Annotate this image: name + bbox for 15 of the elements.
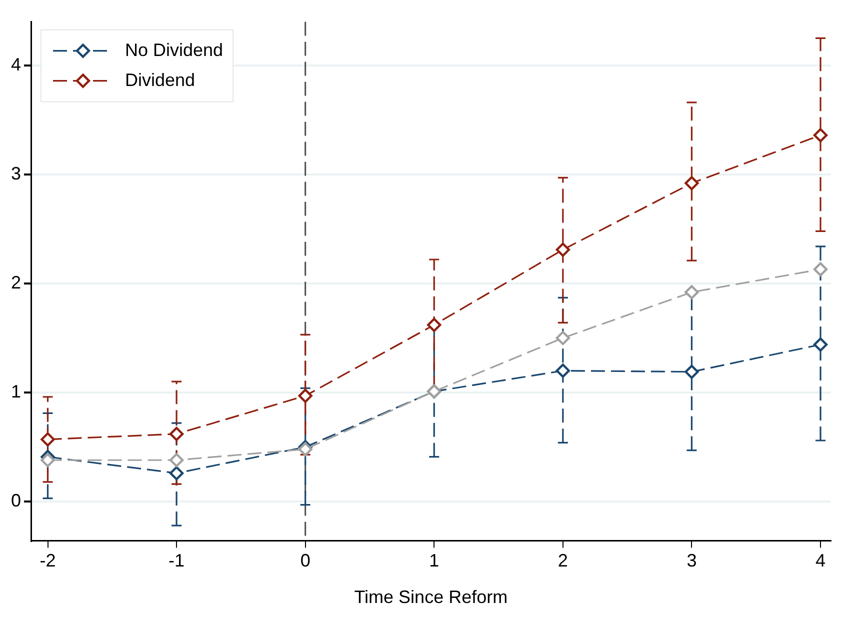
x-tick-label: -2 bbox=[40, 550, 56, 571]
legend-label: Dividend bbox=[125, 70, 196, 90]
x-tick-label: -1 bbox=[168, 550, 185, 571]
legend-label: No Dividend bbox=[125, 40, 224, 60]
x-tick-label: 0 bbox=[300, 550, 310, 571]
y-tick-label: 0 bbox=[10, 490, 22, 511]
y-tick-label: 1 bbox=[10, 381, 22, 402]
x-tick-label: 3 bbox=[686, 550, 697, 571]
x-tick-label: 1 bbox=[429, 550, 440, 571]
x-tick-label: 4 bbox=[815, 550, 826, 571]
y-tick-label: 4 bbox=[10, 54, 22, 74]
x-tick-label: 2 bbox=[558, 550, 568, 571]
y-tick-label: 2 bbox=[10, 272, 22, 292]
y-tick-label: 3 bbox=[10, 163, 22, 184]
x-axis-title: Time Since Reform bbox=[354, 587, 508, 608]
